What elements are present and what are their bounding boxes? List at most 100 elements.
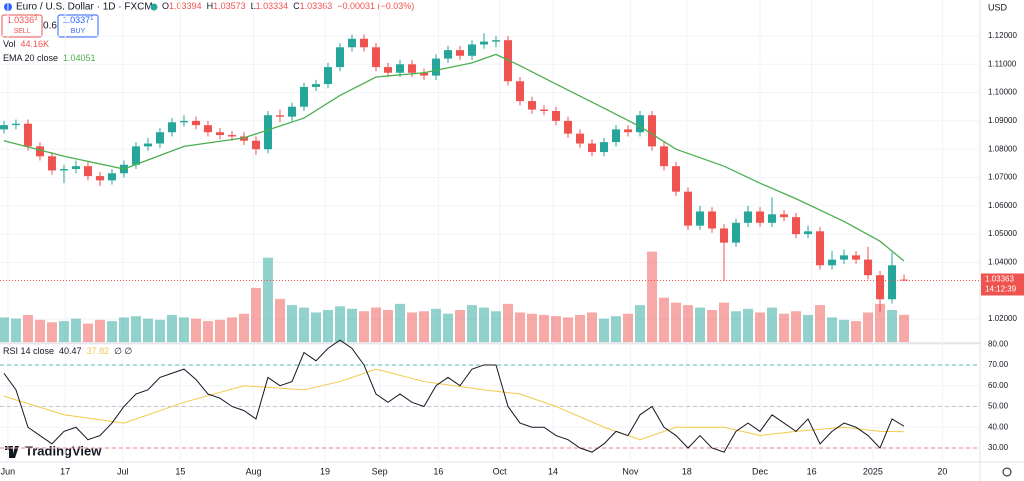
settings-icon[interactable] xyxy=(1002,467,1012,477)
volume-bar xyxy=(587,312,598,342)
volume-bar xyxy=(491,311,502,342)
ohlc-value: 1.03573 xyxy=(213,1,246,11)
ohlc-letter: O xyxy=(162,1,169,11)
candle-body xyxy=(47,156,56,171)
volume-legend: Vol 44.16K xyxy=(3,39,49,49)
y-tick-label: 1.02000 xyxy=(988,314,1017,323)
volume-bar xyxy=(527,313,538,342)
volume-legend-value: 44.16K xyxy=(21,39,50,49)
candle-body xyxy=(768,214,777,223)
candle-body xyxy=(215,132,224,136)
candle-body xyxy=(852,255,861,260)
rsi-tick-label: 30.00 xyxy=(988,443,1009,452)
candle-body xyxy=(359,38,368,48)
y-tick-label: 1.07000 xyxy=(988,173,1017,182)
x-tick-label: Jul xyxy=(117,466,129,476)
candle-body xyxy=(744,211,753,223)
x-tick-label: Jun xyxy=(1,466,16,476)
volume-bar xyxy=(851,321,862,342)
volume-bar xyxy=(10,318,21,342)
candle-body xyxy=(347,38,356,48)
volume-bar xyxy=(767,307,778,342)
candle-body xyxy=(780,214,789,218)
candle-body xyxy=(23,123,32,147)
candle-body xyxy=(528,101,537,110)
candle-body xyxy=(660,146,669,167)
volume-bar xyxy=(551,316,562,342)
candle-body xyxy=(251,140,260,150)
x-tick-label: Oct xyxy=(493,466,508,476)
volume-bar xyxy=(298,307,309,342)
volume-bar xyxy=(671,302,682,342)
price-tag-time: 14:12:39 xyxy=(985,285,1017,294)
candle-body xyxy=(227,135,236,137)
candle-body xyxy=(179,120,188,123)
y-tick-label: 1.06000 xyxy=(988,201,1017,210)
volume-legend-name: Vol xyxy=(3,39,16,49)
x-tick-label: 2025 xyxy=(863,466,883,476)
rsi-legend-value: 40.47 xyxy=(59,346,82,356)
volume-bar xyxy=(430,308,441,342)
x-tick-label: 14 xyxy=(548,466,558,476)
volume-bar xyxy=(22,314,33,342)
candle-body xyxy=(804,231,813,235)
volume-bar xyxy=(707,310,718,342)
symbol-title[interactable]: Euro / U.S. Dollar · 1D · FXCM xyxy=(16,2,153,13)
candle-body xyxy=(588,143,597,153)
sell-button[interactable] xyxy=(1,14,43,38)
volume-bar xyxy=(70,318,81,342)
volume-bar xyxy=(82,323,93,342)
volume-bar xyxy=(779,313,790,342)
candle-body xyxy=(516,81,525,102)
candle-body xyxy=(299,86,308,107)
volume-bar xyxy=(575,314,586,342)
volume-bar xyxy=(791,311,802,342)
volume-bar xyxy=(370,307,381,342)
volume-bar xyxy=(466,305,477,342)
rsi-tick-label: 60.00 xyxy=(988,381,1009,390)
candle-body xyxy=(371,47,380,68)
buy-price: 1.03371 xyxy=(63,15,95,25)
volume-bar xyxy=(250,287,261,342)
volume-bar xyxy=(190,318,201,342)
candle-body xyxy=(263,115,272,150)
x-tick-label: Aug xyxy=(246,466,262,476)
candle-body xyxy=(335,47,344,68)
volume-bar xyxy=(322,310,333,342)
candle-body xyxy=(492,40,501,42)
currency[interactable]: USD xyxy=(988,2,1008,12)
rsi-ma-legend-value: 37.82 xyxy=(87,346,110,356)
y-tick-label: 1.11000 xyxy=(988,59,1017,68)
candle-body xyxy=(275,115,284,117)
volume-bar xyxy=(899,314,910,342)
candle-body xyxy=(239,136,248,141)
candle-body xyxy=(564,120,573,134)
candle-body xyxy=(900,279,909,281)
x-tick-label: 15 xyxy=(175,466,185,476)
volume-bar xyxy=(34,319,45,342)
candle-body xyxy=(816,231,825,266)
buy-button[interactable] xyxy=(57,14,99,38)
volume-bar xyxy=(154,319,165,342)
candle-body xyxy=(876,275,885,300)
volume-bar xyxy=(647,251,658,342)
volume-bar xyxy=(503,303,514,342)
x-tick-label: 16 xyxy=(807,466,817,476)
candle-body xyxy=(203,125,212,133)
sell-label: SELL xyxy=(13,28,30,35)
candle-body xyxy=(287,106,296,117)
volume-bar xyxy=(623,313,634,342)
candle-body xyxy=(0,125,8,130)
candle-body xyxy=(311,84,320,87)
candle-body xyxy=(83,166,92,177)
y-tick-label: 1.05000 xyxy=(988,229,1017,238)
x-tick-label: Nov xyxy=(622,466,639,476)
logo-mark xyxy=(5,446,19,458)
candle-body xyxy=(71,166,80,170)
candle-body xyxy=(191,120,200,126)
volume-bar xyxy=(202,321,213,342)
rsi-legend-extra: ∅ ∅ xyxy=(114,346,132,356)
volume-bar xyxy=(418,311,429,342)
price-tag xyxy=(981,273,1024,296)
ema-legend-name: EMA 20 close xyxy=(3,53,58,63)
